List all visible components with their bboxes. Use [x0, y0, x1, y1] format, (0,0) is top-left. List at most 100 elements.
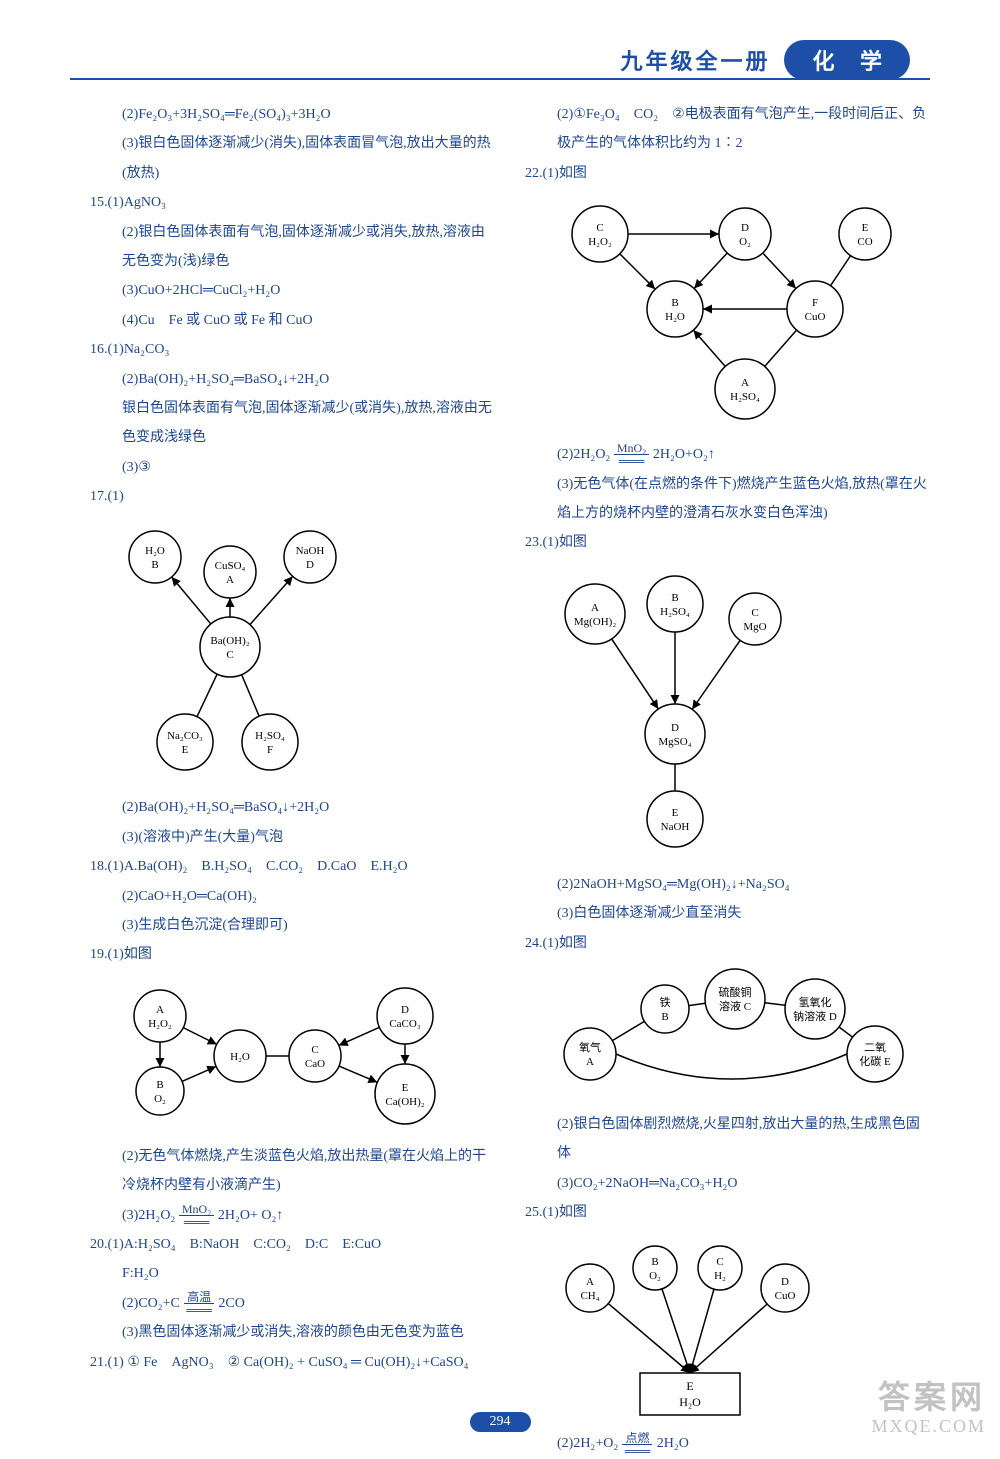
svg-text:H₂: H₂	[714, 1270, 726, 1282]
content-columns: (2)Fe₂O₃+3H₂SO₄═Fe₂(SO₄)₃+3H₂O (3)银白色固体逐…	[90, 100, 930, 1392]
svg-text:O₂: O₂	[154, 1093, 166, 1105]
svg-text:A: A	[226, 574, 234, 586]
q18: 18.(1)A.Ba(OH)₂ B.H₂SO₄ C.CO₂ D.CaO E.H₂…	[90, 852, 495, 881]
svg-text:B: B	[151, 559, 158, 571]
q17: 17.(1)	[90, 482, 495, 511]
svg-text:B: B	[671, 297, 678, 309]
q22-2-pre: (2)2H₂O₂	[557, 447, 610, 462]
diagram-23: AMg(OH)₂BH₂SO₄CMgODMgSO₄ENaOH	[545, 564, 930, 864]
svg-text:A: A	[156, 1004, 164, 1016]
q18-2: (2)CaO+H₂O═Ca(OH)₂	[90, 882, 495, 911]
svg-text:O₂: O₂	[739, 236, 751, 248]
svg-text:E: E	[402, 1082, 409, 1094]
svg-text:H₂O: H₂O	[665, 311, 685, 323]
svg-text:A: A	[586, 1276, 594, 1288]
svg-text:F: F	[812, 297, 818, 309]
page-number-wrap: 294	[0, 1412, 1000, 1432]
svg-text:F: F	[267, 744, 273, 756]
q16-2b: 银白色固体表面有气泡,固体逐渐减少(或消失),放热,溶液由无色变成浅绿色	[90, 394, 495, 453]
page: 九年级全一册 化 学 (2)Fe₂O₃+3H₂SO₄═Fe₂(SO₄)₃+3H₂…	[0, 0, 1000, 1452]
q23-3: (3)白色固体逐渐减少直至消失	[525, 899, 930, 928]
svg-text:H₂O: H₂O	[145, 545, 165, 557]
svg-text:A: A	[741, 377, 749, 389]
svg-text:B: B	[651, 1256, 658, 1268]
svg-text:H₂O: H₂O	[230, 1051, 250, 1063]
watermark-line1: 答案网	[871, 1378, 986, 1416]
svg-text:D: D	[671, 722, 679, 734]
q18-3: (3)生成白色沉淀(合理即可)	[90, 911, 495, 940]
q23: 23.(1)如图	[525, 528, 930, 557]
q15-3: (3)CuO+2HCl═CuCl₂+H₂O	[90, 276, 495, 305]
q25-2: (2)2H₂+O₂ 点燃═══ 2H₂O	[525, 1429, 930, 1458]
q19-3: (3)2H₂O₂ MnO₂═══ 2H₂O+ O₂↑	[90, 1201, 495, 1230]
q20-3: (3)黑色固体逐渐减少或消失,溶液的颜色由无色变为蓝色	[90, 1318, 495, 1347]
diagram-17: H₂OBCuSO₄ANaOHDBa(OH)₂CNa₂CO₃EH₂SO₄F	[110, 517, 495, 787]
q24-2: (2)银白色固体剧烈燃烧,火星四射,放出大量的热,生成黑色固体	[525, 1110, 930, 1169]
svg-text:C: C	[751, 607, 758, 619]
q17-3: (3)(溶液中)产生(大量)气泡	[90, 823, 495, 852]
q16-3: (3)③	[90, 453, 495, 482]
subject-pill: 化 学	[784, 40, 910, 80]
svg-text:氢氧化: 氢氧化	[799, 995, 832, 1009]
q22: 22.(1)如图	[525, 159, 930, 188]
watermark: 答案网 MXQE.COM	[871, 1378, 986, 1438]
svg-text:Ca(OH)₂: Ca(OH)₂	[385, 1096, 424, 1108]
q16-2: (2)Ba(OH)₂+H₂SO₄═BaSO₄↓+2H₂O	[90, 365, 495, 394]
diagram-24: 氧气A铁B硫酸铜溶液 C氢氧化钠溶液 D二氧化碳 E	[545, 964, 930, 1104]
svg-text:D: D	[401, 1004, 409, 1016]
q19: 19.(1)如图	[90, 940, 495, 969]
svg-text:A: A	[591, 602, 599, 614]
reaction-arrow: 点燃═══	[622, 1432, 654, 1457]
svg-text:H₂O₂: H₂O₂	[588, 236, 612, 248]
svg-text:B: B	[661, 1011, 668, 1023]
svg-text:CuSO₄: CuSO₄	[215, 560, 246, 572]
header-rule	[70, 78, 930, 80]
page-number: 294	[470, 1412, 531, 1432]
svg-text:H₂O: H₂O	[679, 1395, 701, 1409]
grade-label: 九年级全一册	[620, 44, 770, 76]
diagram-22: CH₂O₂DO₂ECOBH₂OFCuOAH₂SO₄	[545, 194, 930, 434]
q20-2-post: 2CO	[218, 1296, 244, 1311]
q25-2-post: 2H₂O	[657, 1436, 689, 1451]
svg-text:MgO: MgO	[743, 621, 766, 633]
left-column: (2)Fe₂O₃+3H₂SO₄═Fe₂(SO₄)₃+3H₂O (3)银白色固体逐…	[90, 100, 495, 1392]
svg-text:C: C	[311, 1044, 318, 1056]
svg-text:H₂SO₄: H₂SO₄	[660, 606, 690, 618]
svg-text:氧气: 氧气	[579, 1040, 601, 1054]
svg-text:D: D	[781, 1276, 789, 1288]
svg-text:化碳 E: 化碳 E	[859, 1054, 891, 1068]
svg-text:铁: 铁	[660, 996, 671, 1009]
q24-3: (3)CO₂+2NaOH═Na₂CO₃+H₂O	[525, 1169, 930, 1198]
q23-2: (2)2NaOH+MgSO₄═Mg(OH)₂↓+Na₂SO₄	[525, 870, 930, 899]
q25-2-pre: (2)2H₂+O₂	[557, 1436, 618, 1451]
q15: 15.(1)AgNO₃	[90, 188, 495, 217]
svg-text:Mg(OH)₂: Mg(OH)₂	[574, 616, 616, 628]
svg-text:Ba(OH)₂: Ba(OH)₂	[210, 635, 249, 647]
svg-text:钠溶液 D: 钠溶液 D	[793, 1009, 837, 1023]
q24: 24.(1)如图	[525, 929, 930, 958]
svg-text:D: D	[306, 559, 314, 571]
svg-text:CaCO₃: CaCO₃	[389, 1018, 421, 1030]
svg-text:NaOH: NaOH	[296, 545, 325, 557]
q22-2-post: 2H₂O+O₂↑	[653, 447, 715, 462]
svg-text:E: E	[672, 807, 679, 819]
svg-text:CuO: CuO	[805, 311, 826, 323]
svg-text:CO: CO	[857, 236, 872, 248]
q19-3-pre: (3)2H₂O₂	[122, 1208, 175, 1223]
watermark-line2: MXQE.COM	[871, 1416, 986, 1438]
q19-2: (2)无色气体燃烧,产生淡蓝色火焰,放出热量(罩在火焰上的干冷烧杯内壁有小液滴产…	[90, 1142, 495, 1201]
right-column: (2)①Fe₃O₄ CO₂ ②电极表面有气泡产生,一段时间后正、负极产生的气体体…	[525, 100, 930, 1392]
svg-text:E: E	[686, 1379, 693, 1393]
svg-text:A: A	[586, 1056, 594, 1068]
q15-4: (4)Cu Fe 或 CuO 或 Fe 和 CuO	[90, 306, 495, 335]
svg-text:D: D	[741, 222, 749, 234]
q15-2: (2)银白色固体表面有气泡,固体逐渐减少或消失,放热,溶液由无色变为(浅)绿色	[90, 218, 495, 277]
svg-text:CaO: CaO	[305, 1058, 325, 1070]
svg-text:MgSO₄: MgSO₄	[658, 736, 691, 748]
q21: 21.(1) ① Fe AgNO₃ ② Ca(OH)₂ + CuSO₄ ═ Cu…	[90, 1348, 495, 1377]
reaction-arrow: MnO₂═══	[614, 442, 650, 467]
svg-text:H₂SO₄: H₂SO₄	[730, 391, 760, 403]
svg-text:E: E	[862, 222, 869, 234]
q21-2: (2)①Fe₃O₄ CO₂ ②电极表面有气泡产生,一段时间后正、负极产生的气体体…	[525, 100, 930, 159]
q22-3: (3)无色气体(在点燃的条件下)燃烧产生蓝色火焰,放热(罩在火焰上方的烧杯内壁的…	[525, 470, 930, 529]
